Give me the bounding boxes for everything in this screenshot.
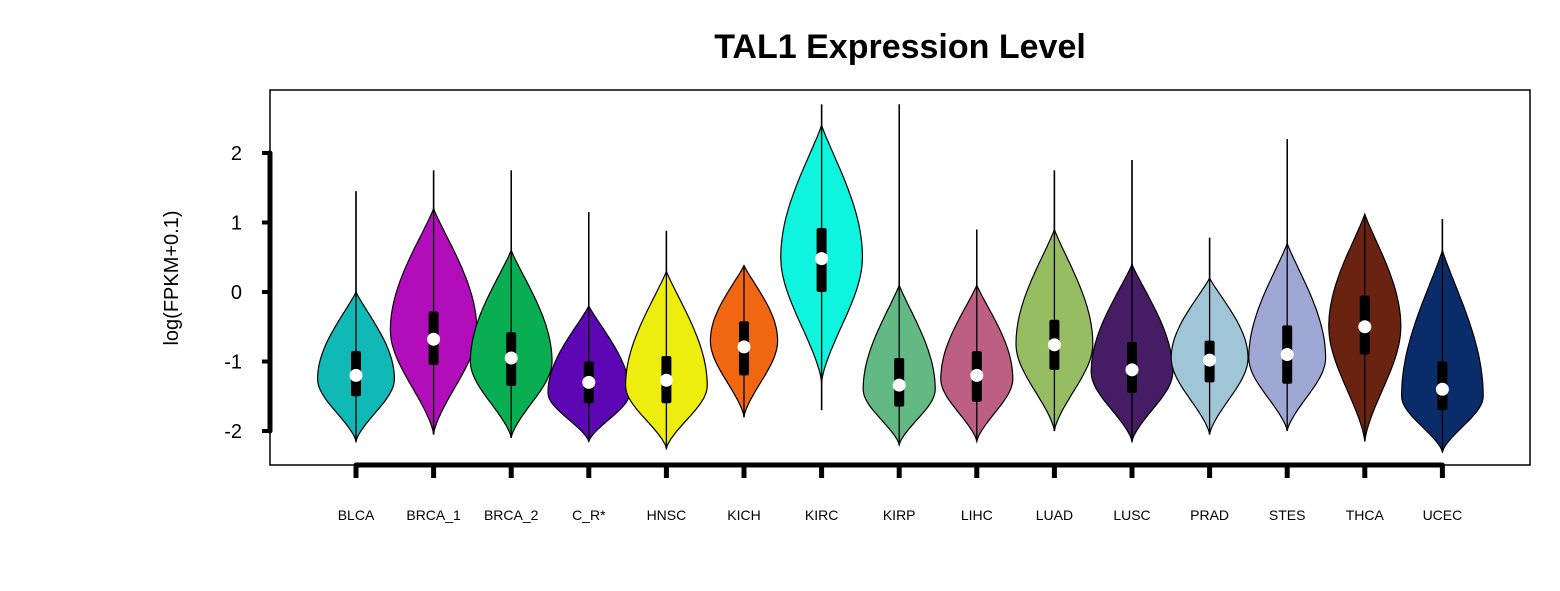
chart-title: TAL1 Expression Level [714, 28, 1086, 66]
violin-group [862, 104, 936, 448]
violin-group [1248, 139, 1327, 432]
violin-median-dot [737, 340, 751, 354]
violin-group [389, 170, 478, 435]
violin-median-dot [1125, 363, 1139, 377]
x-tick-label: UCEC [1423, 507, 1463, 523]
x-tick-label: KIRP [883, 507, 916, 523]
x-tick-label: KICH [727, 507, 760, 523]
x-tick-label: BLCA [338, 507, 375, 523]
violin-median-dot [1047, 338, 1061, 352]
violin-group [625, 230, 708, 451]
violins [317, 104, 1484, 454]
violin-group [1328, 212, 1402, 442]
violin-median-dot [1203, 353, 1217, 367]
violin-median-dot [659, 373, 673, 387]
violin-group [780, 104, 863, 411]
x-axis: BLCA BRCA_1 BRCA_2 C_R* HNSC KICH KIRC KIRP LIHC… [338, 462, 1463, 523]
x-tick-label: LIHC [961, 507, 993, 523]
x-tick-label: STES [1269, 507, 1306, 523]
violin-median-dot [892, 378, 906, 392]
y-tick-label: -1 [224, 352, 242, 374]
x-tick-label: KIRC [805, 507, 838, 523]
violin-group [317, 191, 395, 444]
x-tick-label: PRAD [1190, 507, 1229, 523]
x-tick-label: BRCA_2 [484, 507, 539, 523]
violin-median-dot [1358, 320, 1372, 334]
violin-group [1090, 159, 1174, 444]
violin-median-dot [970, 368, 984, 382]
violin-group [469, 170, 553, 439]
violin-group [709, 264, 779, 418]
violin-group [547, 212, 631, 443]
y-axis-label: log(FPKM+0.1) [161, 210, 183, 345]
violin-group [940, 229, 1014, 444]
x-tick-label: LUAD [1036, 507, 1073, 523]
violin-median-dot [427, 332, 441, 346]
violin-median-dot [349, 368, 363, 382]
violin-group [1015, 170, 1094, 432]
x-tick-label: C_R* [572, 507, 606, 523]
y-axis: 2 1 0 -1 -2 [224, 143, 273, 443]
y-tick-label: 0 [231, 282, 242, 304]
y-tick-label: -2 [224, 421, 242, 443]
violin-median-dot [815, 252, 829, 266]
x-tick-label: THCA [1346, 507, 1385, 523]
y-tick-label: 2 [231, 143, 242, 165]
violin-median-dot [1435, 382, 1449, 396]
x-tick-label: HNSC [647, 507, 687, 523]
y-tick-label: 1 [231, 213, 242, 235]
violin-median-dot [504, 351, 518, 365]
x-tick-label: LUSC [1113, 507, 1150, 523]
violin-group [1170, 237, 1249, 435]
x-tick-label: BRCA_1 [406, 507, 461, 523]
violin-group [1400, 219, 1484, 454]
violin-median-dot [582, 375, 596, 389]
violin-median-dot [1280, 348, 1294, 362]
